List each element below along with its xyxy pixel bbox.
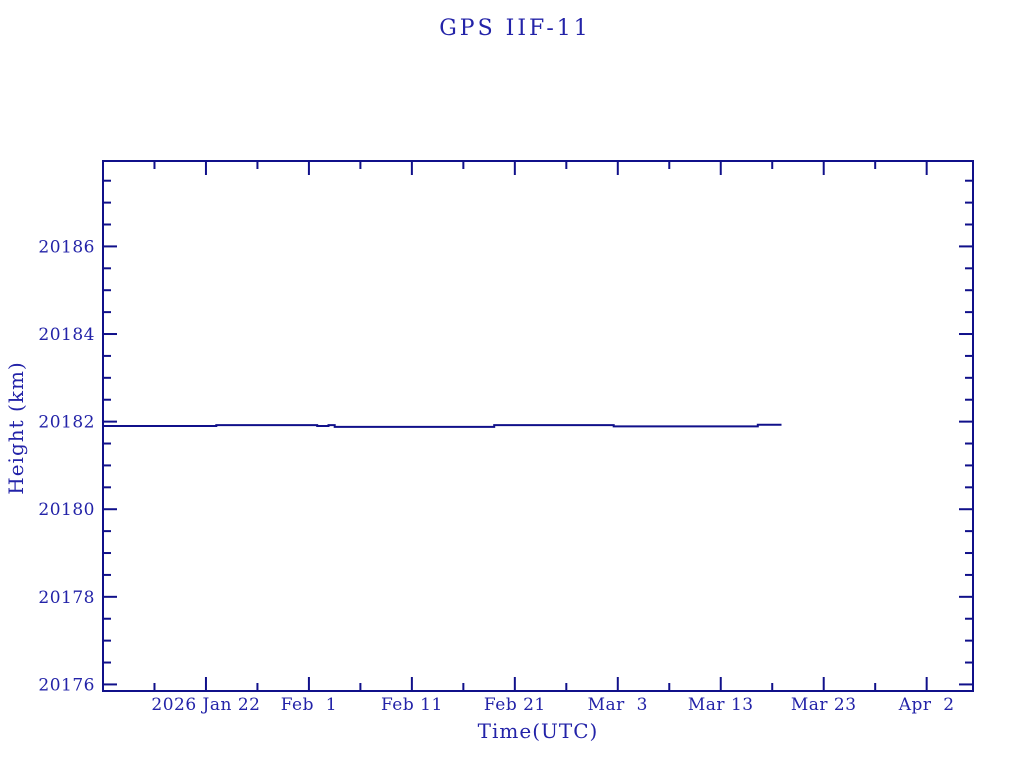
x-tick-label: Feb 1 — [281, 695, 337, 715]
x-tick-label: Mar 13 — [688, 695, 754, 715]
x-tick-label: Feb 11 — [381, 695, 443, 715]
chart-title: GPS IIF-11 — [439, 16, 591, 41]
x-tick-label: Feb 21 — [484, 695, 546, 715]
y-tick-label: 20184 — [38, 325, 95, 345]
y-tick-label: 20180 — [38, 500, 95, 520]
x-tick-label: 2026 Jan 22 — [151, 695, 260, 715]
y-tick-label: 20178 — [38, 588, 95, 608]
x-tick-label: Mar 23 — [791, 695, 857, 715]
x-axis-title: Time(UTC) — [477, 719, 599, 743]
y-axis-title: Height (km) — [4, 361, 28, 495]
y-tick-label: 20186 — [38, 237, 95, 257]
y-tick-label: 20182 — [38, 413, 95, 433]
x-tick-label: Mar 3 — [588, 695, 648, 715]
y-tick-label: 20176 — [38, 675, 95, 695]
x-tick-label: Apr 2 — [898, 695, 955, 715]
height-series-line — [103, 423, 782, 428]
